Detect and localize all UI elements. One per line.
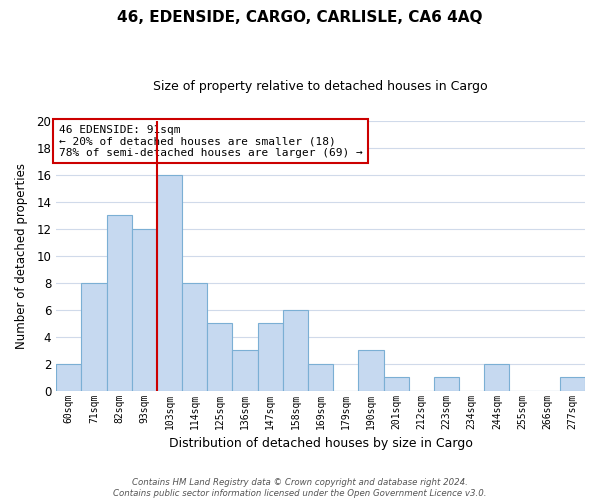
- Bar: [232, 350, 257, 391]
- Bar: [107, 215, 132, 390]
- Title: Size of property relative to detached houses in Cargo: Size of property relative to detached ho…: [153, 80, 488, 93]
- X-axis label: Distribution of detached houses by size in Cargo: Distribution of detached houses by size …: [169, 437, 473, 450]
- Bar: [56, 364, 82, 390]
- Text: 46, EDENSIDE, CARGO, CARLISLE, CA6 4AQ: 46, EDENSIDE, CARGO, CARLISLE, CA6 4AQ: [117, 10, 483, 25]
- Bar: [207, 323, 232, 390]
- Text: Contains HM Land Registry data © Crown copyright and database right 2024.
Contai: Contains HM Land Registry data © Crown c…: [113, 478, 487, 498]
- Bar: [308, 364, 333, 390]
- Bar: [157, 174, 182, 390]
- Bar: [358, 350, 383, 391]
- Bar: [283, 310, 308, 390]
- Bar: [560, 377, 585, 390]
- Bar: [82, 282, 107, 391]
- Bar: [434, 377, 459, 390]
- Bar: [383, 377, 409, 390]
- Bar: [257, 323, 283, 390]
- Text: 46 EDENSIDE: 91sqm
← 20% of detached houses are smaller (18)
78% of semi-detache: 46 EDENSIDE: 91sqm ← 20% of detached hou…: [59, 124, 362, 158]
- Bar: [484, 364, 509, 390]
- Y-axis label: Number of detached properties: Number of detached properties: [15, 162, 28, 348]
- Bar: [132, 228, 157, 390]
- Bar: [182, 282, 207, 391]
